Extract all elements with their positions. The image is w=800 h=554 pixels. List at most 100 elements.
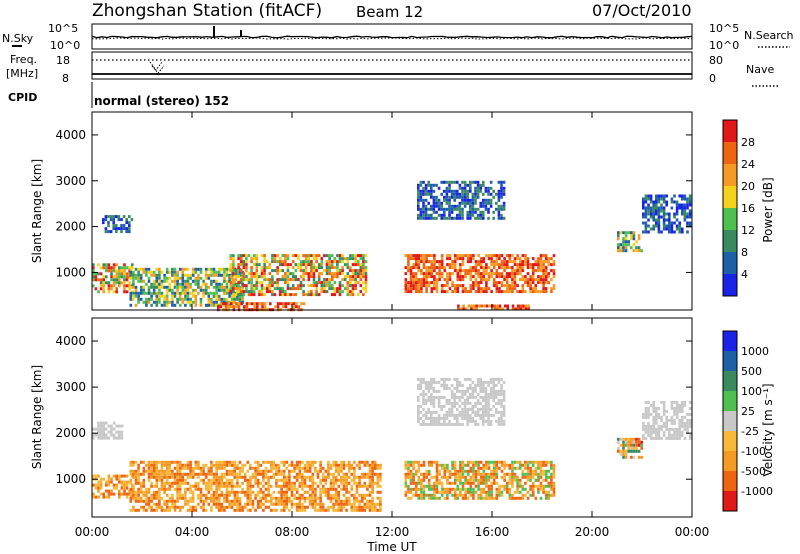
heatmap-cell xyxy=(102,263,105,267)
heatmap-cell xyxy=(358,481,361,485)
heatmap-cell xyxy=(276,284,279,288)
heatmap-cell xyxy=(432,216,436,220)
heatmap-cell xyxy=(461,416,464,420)
heatmap-cell xyxy=(644,200,648,204)
heatmap-cell xyxy=(438,269,441,273)
heatmap-cell xyxy=(262,460,265,464)
heatmap-cell xyxy=(432,422,436,426)
heatmap-cell xyxy=(471,201,475,205)
heatmap-cell xyxy=(184,478,187,482)
heatmap-cell xyxy=(145,508,148,512)
heatmap-cell xyxy=(683,400,687,404)
heatmap-cell xyxy=(440,290,444,294)
heatmap-cell xyxy=(163,502,166,506)
heatmap-cell xyxy=(269,493,273,497)
heatmap-cell xyxy=(668,218,671,222)
heatmap-cell xyxy=(239,281,243,285)
heatmap-cell xyxy=(379,499,382,503)
heatmap-cell xyxy=(417,383,420,387)
heatmap-cell xyxy=(476,183,480,187)
heatmap-cell xyxy=(437,422,441,426)
heatmap-cell xyxy=(409,469,413,473)
heatmap-cell xyxy=(241,297,244,301)
heatmap-cell xyxy=(351,287,355,291)
heatmap-cell xyxy=(223,270,226,274)
heatmap-cell xyxy=(251,472,255,476)
heatmap-cell xyxy=(171,496,174,500)
heatmap-cell xyxy=(197,279,200,283)
heatmap-cell xyxy=(469,401,472,405)
heatmap-cell xyxy=(320,263,324,267)
heatmap-cell xyxy=(330,254,334,258)
heatmap-cell xyxy=(259,499,263,503)
heatmap-cell xyxy=(364,260,368,264)
heatmap-cell xyxy=(186,481,190,485)
heatmap-cell xyxy=(320,272,324,276)
heatmap-cell xyxy=(479,257,483,261)
heatmap-cell xyxy=(469,478,473,482)
heatmap-cell xyxy=(340,499,343,503)
heatmap-cell xyxy=(437,419,441,423)
heatmap-cell xyxy=(250,278,253,282)
heatmap-cell xyxy=(482,410,485,414)
heatmap-cell xyxy=(469,392,472,396)
heatmap-cell xyxy=(482,216,485,220)
heatmap-cell xyxy=(298,460,302,464)
heatmap-cell xyxy=(134,496,138,500)
heatmap-cell xyxy=(448,490,452,494)
heatmap-cell xyxy=(104,230,108,234)
heatmap-cell xyxy=(414,487,418,491)
heatmap-cell xyxy=(469,254,473,258)
heatmap-cell xyxy=(199,469,203,473)
heatmap-cell xyxy=(453,466,457,470)
heatmap-cell xyxy=(102,287,105,291)
heatmap-cell xyxy=(245,257,248,261)
heatmap-cell xyxy=(487,490,491,494)
heatmap-cell xyxy=(477,284,480,288)
heatmap-cell xyxy=(657,230,661,234)
heatmap-cell xyxy=(665,227,668,231)
heatmap-cell xyxy=(617,246,620,250)
heatmap-cell xyxy=(220,508,224,512)
heatmap-cell xyxy=(142,288,146,292)
heatmap-cell xyxy=(518,260,522,264)
heatmap-cell xyxy=(134,285,138,289)
heatmap-cell xyxy=(289,287,292,291)
heatmap-cell xyxy=(665,427,668,431)
heatmap-cell xyxy=(173,303,177,307)
heatmap-cell xyxy=(112,263,116,267)
heatmap-cell xyxy=(176,499,179,503)
heatmap-cell xyxy=(228,505,231,509)
heatmap-cell xyxy=(165,460,169,464)
heatmap-cell xyxy=(474,386,477,390)
heatmap-cell xyxy=(668,221,671,225)
heatmap-cell xyxy=(479,472,483,476)
heatmap-cell xyxy=(542,472,545,476)
heatmap-cell xyxy=(123,486,126,490)
heatmap-cell xyxy=(92,275,95,279)
heatmap-cell xyxy=(435,284,439,288)
heatmap-cell xyxy=(341,266,344,270)
heatmap-cell xyxy=(642,206,645,210)
heatmap-cell xyxy=(487,419,490,423)
heatmap-cell xyxy=(496,307,499,311)
heatmap-cell xyxy=(463,192,467,196)
heatmap-cell xyxy=(280,508,283,512)
heatmap-cell xyxy=(471,180,475,184)
heatmap-cell xyxy=(223,267,226,271)
heatmap-cell xyxy=(477,469,480,473)
heatmap-cell xyxy=(652,409,655,413)
heatmap-cell xyxy=(552,469,556,473)
heatmap-cell xyxy=(417,186,420,190)
heatmap-cell xyxy=(350,463,354,467)
heatmap-cell xyxy=(155,502,159,506)
heatmap-cell xyxy=(105,489,108,493)
heatmap-cell xyxy=(644,406,648,410)
heatmap-cell xyxy=(420,463,423,467)
heatmap-cell xyxy=(424,216,428,220)
heatmap-cell xyxy=(482,272,486,276)
heatmap-cell xyxy=(145,463,148,467)
heatmap-cell xyxy=(662,421,666,425)
heatmap-cell xyxy=(529,460,532,464)
heatmap-cell xyxy=(147,267,151,271)
